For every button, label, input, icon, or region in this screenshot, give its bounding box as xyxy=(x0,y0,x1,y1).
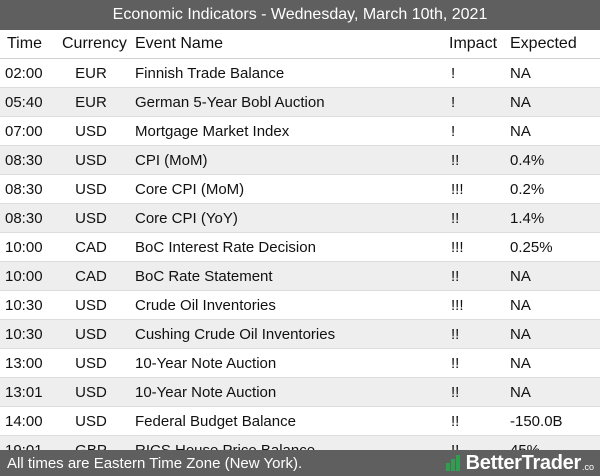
cell-expected: 0.4% xyxy=(510,151,545,169)
cell-currency: CAD xyxy=(75,267,107,285)
cell-expected: NA xyxy=(510,64,531,82)
bettertrader-logo-icon xyxy=(445,455,460,471)
column-header-event: Event Name xyxy=(135,35,224,52)
cell-currency: EUR xyxy=(75,64,107,82)
cell-time: 08:30 xyxy=(5,151,43,169)
cell-currency: USD xyxy=(75,151,107,169)
cell-event: Core CPI (MoM) xyxy=(135,180,245,198)
cell-event: CPI (MoM) xyxy=(135,151,208,169)
cell-impact: !!! xyxy=(451,238,464,256)
cell-event: Mortgage Market Index xyxy=(135,122,290,140)
table-row: 14:00 USD Federal Budget Balance !! -150… xyxy=(0,407,600,436)
brand-name-better: Better xyxy=(465,451,522,474)
table-row: 08:30 USD CPI (MoM) !! 0.4% xyxy=(0,146,600,175)
cell-event: BoC Interest Rate Decision xyxy=(135,238,316,256)
cell-event: 10-Year Note Auction xyxy=(135,383,277,401)
column-header-time: Time xyxy=(7,35,42,52)
cell-expected: 0.25% xyxy=(510,238,553,256)
cell-event: Finnish Trade Balance xyxy=(135,64,285,82)
cell-time: 10:00 xyxy=(5,238,43,256)
table-row: 13:00 USD 10-Year Note Auction !! NA xyxy=(0,349,600,378)
cell-time: 10:30 xyxy=(5,296,43,314)
widget-title: Economic Indicators - Wednesday, March 1… xyxy=(0,0,600,30)
cell-expected: 1.4% xyxy=(510,209,545,227)
cell-impact: !! xyxy=(451,325,460,343)
table-row: 10:00 CAD BoC Interest Rate Decision !!!… xyxy=(0,233,600,262)
cell-currency: USD xyxy=(75,383,107,401)
table-row: 08:30 USD Core CPI (MoM) !!! 0.2% xyxy=(0,175,600,204)
cell-expected: NA xyxy=(510,354,531,372)
cell-impact: ! xyxy=(451,122,456,140)
cell-currency: USD xyxy=(75,296,107,314)
brand-logo[interactable]: Better Trader .co xyxy=(445,451,600,475)
cell-currency: USD xyxy=(75,354,107,372)
table-row: 05:40 EUR German 5-Year Bobl Auction ! N… xyxy=(0,88,600,117)
cell-expected: NA xyxy=(510,122,531,140)
cell-impact: !!! xyxy=(451,180,464,198)
cell-time: 10:00 xyxy=(5,267,43,285)
cell-event: Crude Oil Inventories xyxy=(135,296,276,314)
cell-impact: !! xyxy=(451,412,460,430)
column-header-currency: Currency xyxy=(62,35,127,52)
cell-time: 13:01 xyxy=(5,383,43,401)
cell-impact: !! xyxy=(451,151,460,169)
cell-time: 10:30 xyxy=(5,325,43,343)
timezone-note: All times are Eastern Time Zone (New Yor… xyxy=(7,454,303,472)
cell-time: 13:00 xyxy=(5,354,43,372)
cell-event: 10-Year Note Auction xyxy=(135,354,277,372)
cell-currency: USD xyxy=(75,180,107,198)
cell-currency: USD xyxy=(75,209,107,227)
column-header-expected: Expected xyxy=(510,35,577,52)
cell-currency: USD xyxy=(75,412,107,430)
cell-event: Core CPI (YoY) xyxy=(135,209,238,227)
cell-time: 05:40 xyxy=(5,93,43,111)
cell-expected: NA xyxy=(510,267,531,285)
cell-expected: -150.0B xyxy=(510,412,563,430)
cell-impact: !!! xyxy=(451,296,464,314)
table-body: 02:00 EUR Finnish Trade Balance ! NA 05:… xyxy=(0,59,600,465)
cell-event: German 5-Year Bobl Auction xyxy=(135,93,325,111)
cell-impact: !! xyxy=(451,209,460,227)
cell-expected: 0.2% xyxy=(510,180,545,198)
cell-impact: !! xyxy=(451,383,460,401)
cell-time: 14:00 xyxy=(5,412,43,430)
table-header: Time Currency Event Name Impact Expected xyxy=(0,30,600,59)
brand-name-trader: Trader xyxy=(521,451,582,474)
cell-currency: USD xyxy=(75,122,107,140)
cell-currency: EUR xyxy=(75,93,107,111)
cell-currency: CAD xyxy=(75,238,107,256)
cell-time: 08:30 xyxy=(5,180,43,198)
footer-bar: All times are Eastern Time Zone (New Yor… xyxy=(0,450,600,476)
table-row: 13:01 USD 10-Year Note Auction !! NA xyxy=(0,378,600,407)
cell-currency: USD xyxy=(75,325,107,343)
table-row: 10:00 CAD BoC Rate Statement !! NA xyxy=(0,262,600,291)
table-row: 08:30 USD Core CPI (YoY) !! 1.4% xyxy=(0,204,600,233)
cell-impact: !! xyxy=(451,267,460,285)
cell-expected: NA xyxy=(510,383,531,401)
cell-impact: ! xyxy=(451,93,456,111)
cell-event: BoC Rate Statement xyxy=(135,267,273,285)
cell-impact: !! xyxy=(451,354,460,372)
cell-time: 02:00 xyxy=(5,64,43,82)
cell-time: 08:30 xyxy=(5,209,43,227)
cell-expected: NA xyxy=(510,296,531,314)
cell-time: 07:00 xyxy=(5,122,43,140)
cell-expected: NA xyxy=(510,93,531,111)
table-row: 10:30 USD Cushing Crude Oil Inventories … xyxy=(0,320,600,349)
column-header-impact: Impact xyxy=(449,35,498,52)
cell-impact: ! xyxy=(451,64,456,82)
table-row: 02:00 EUR Finnish Trade Balance ! NA xyxy=(0,59,600,88)
table-row: 07:00 USD Mortgage Market Index ! NA xyxy=(0,117,600,146)
cell-expected: NA xyxy=(510,325,531,343)
cell-event: Cushing Crude Oil Inventories xyxy=(135,325,336,343)
cell-event: Federal Budget Balance xyxy=(135,412,296,430)
brand-suffix: .co xyxy=(581,461,594,472)
table-row: 10:30 USD Crude Oil Inventories !!! NA xyxy=(0,291,600,320)
